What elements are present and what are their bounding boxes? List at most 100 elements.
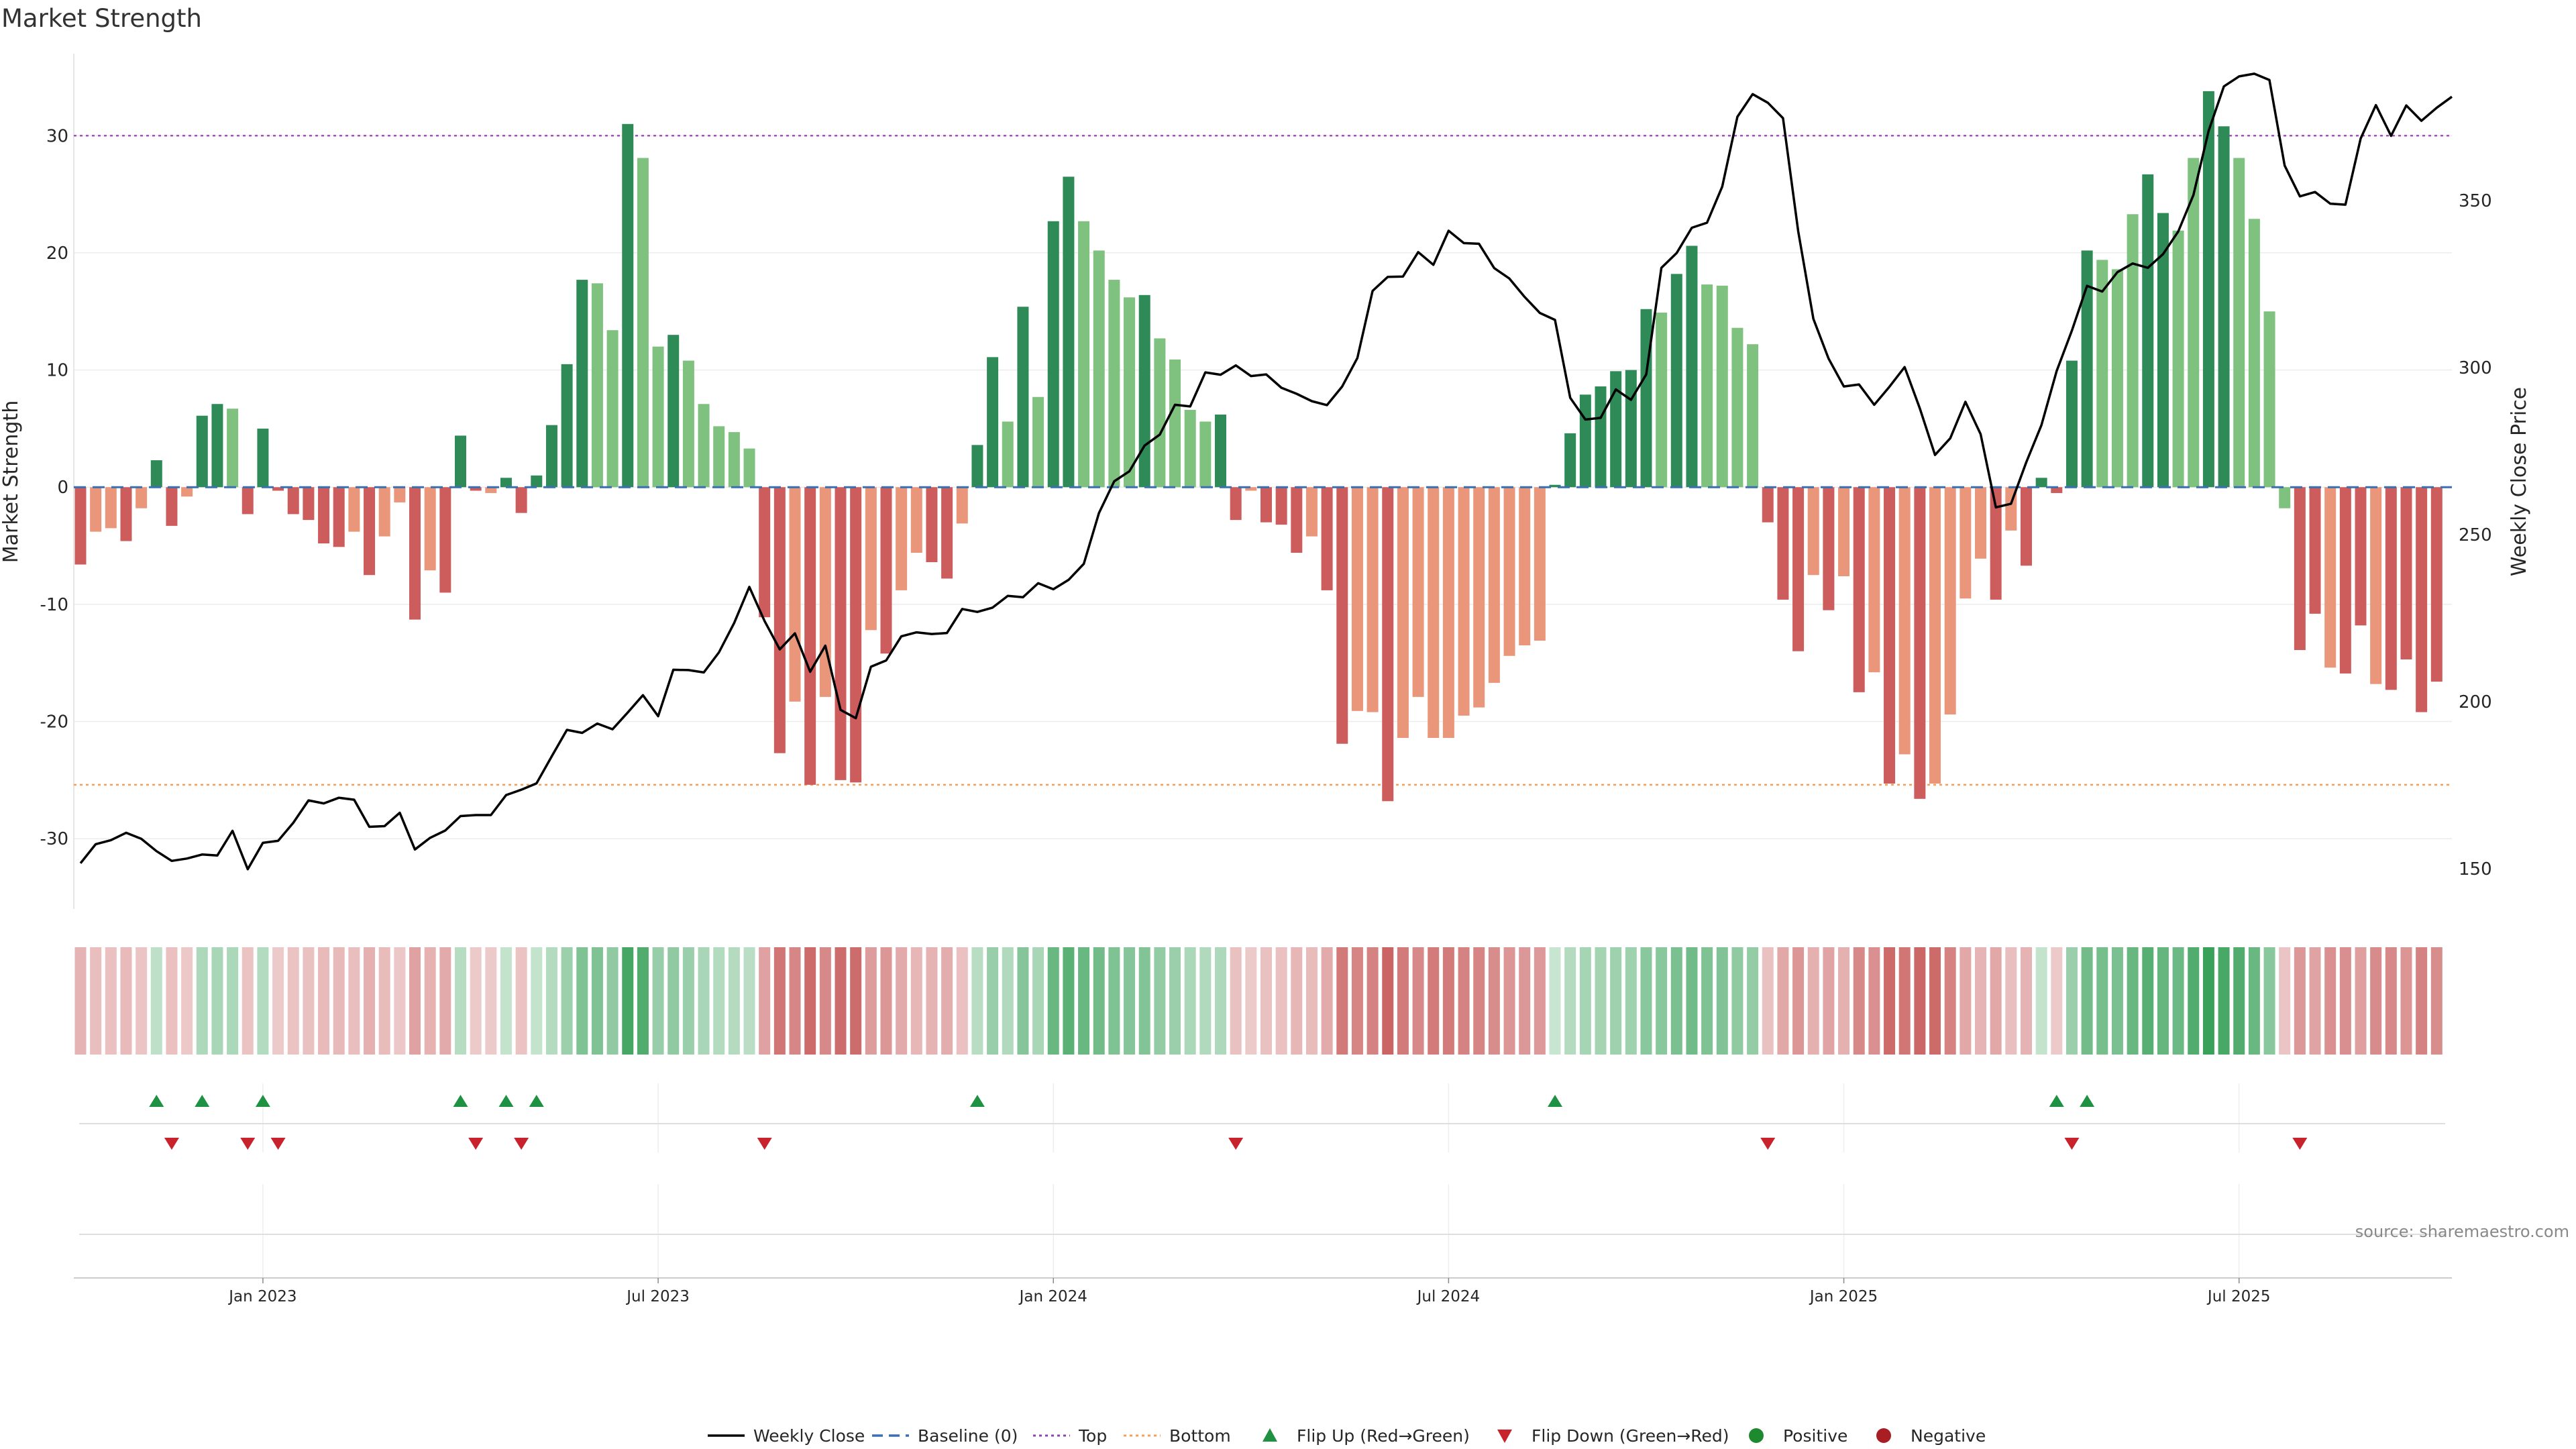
legend-label: Positive (1783, 1426, 1847, 1446)
heat-cell (394, 947, 406, 1055)
weekly-close-polyline (79, 72, 2453, 871)
strength-bar (1473, 487, 1485, 708)
strength-bar (576, 280, 588, 488)
strength-bar (2081, 250, 2093, 488)
strength-bar (2355, 487, 2367, 626)
strength-bar (1549, 484, 1561, 488)
strength-bar (819, 487, 831, 697)
heat-cell (1488, 947, 1500, 1055)
gridlines (73, 54, 2452, 909)
heat-cell (364, 947, 376, 1055)
strength-bar (987, 357, 999, 488)
strength-bar (1868, 487, 1880, 673)
heat-cell (272, 947, 284, 1055)
strength-bar (865, 487, 877, 631)
strength-bar (1701, 284, 1713, 488)
strength-bar (1944, 487, 1956, 715)
heat-cell (2400, 947, 2412, 1055)
date-tick-label: Jul 2025 (2206, 1288, 2271, 1305)
left-axis-ticks: -30 -20 -10 0 10 20 30 (40, 126, 68, 849)
strength-bar (698, 404, 710, 488)
heat-cell (880, 947, 892, 1055)
heat-cell (2233, 947, 2245, 1055)
strength-bar (1807, 487, 1819, 576)
strength-bar (1442, 487, 1454, 738)
flip-markers-panel (79, 1083, 2445, 1278)
strength-bar (1975, 487, 1986, 559)
heat-cell (1944, 947, 1956, 1055)
strength-bar (2370, 487, 2382, 684)
source-note: source: sharemaestro.com (2355, 1222, 2569, 1241)
heat-cell (743, 947, 755, 1055)
flip-down-marker (757, 1138, 772, 1150)
heat-cell (1002, 947, 1014, 1055)
heat-cell (1078, 947, 1090, 1055)
strength-bar (971, 445, 983, 488)
heat-cell (576, 947, 588, 1055)
left-tick-label: 20 (46, 244, 68, 264)
heat-cell (439, 947, 451, 1055)
strength-bar (1792, 487, 1805, 651)
strength-bar (773, 487, 786, 753)
strength-bar (1351, 487, 1363, 711)
strength-bar (1002, 421, 1014, 488)
strength-bar (333, 487, 345, 547)
threshold-lines (74, 135, 2452, 786)
strength-bar (1215, 414, 1226, 488)
heat-cell (1154, 947, 1166, 1055)
strength-bar (2233, 158, 2245, 488)
legend-swatch (1876, 1428, 1891, 1443)
heat-cell (789, 947, 801, 1055)
strength-bar (1245, 487, 1257, 491)
heat-cell (2370, 947, 2382, 1055)
heat-cell (637, 947, 649, 1055)
heat-cell (606, 947, 619, 1055)
strength-bar (804, 487, 816, 785)
strength-bar (1488, 487, 1500, 683)
heat-cell (1047, 947, 1059, 1055)
heat-cell (2035, 947, 2047, 1055)
heat-cell (2416, 947, 2428, 1055)
left-tick-label: 0 (57, 478, 68, 498)
left-tick-label: -30 (40, 829, 68, 849)
strength-bar (485, 487, 497, 493)
heat-cell (1929, 947, 1941, 1055)
strength-bar (2096, 260, 2108, 488)
strength-bar (2157, 213, 2169, 488)
heat-cell (1336, 947, 1348, 1055)
heat-cell (1686, 947, 1698, 1055)
flip-down-marker (1760, 1138, 1776, 1150)
heat-cell (1138, 947, 1150, 1055)
heat-cell (2202, 947, 2214, 1055)
strength-bar (2309, 487, 2321, 614)
strength-bar (2248, 219, 2260, 488)
strength-bar (1305, 487, 1318, 537)
heat-cell (2294, 947, 2306, 1055)
heat-cell (1017, 947, 1029, 1055)
strength-bar (1670, 274, 1682, 488)
strength-bar (652, 346, 664, 488)
strength-bar (74, 487, 87, 565)
strength-bar (105, 487, 117, 529)
strength-bar (1853, 487, 1865, 692)
strength-bar (1199, 421, 1212, 488)
heat-cell (1579, 947, 1591, 1055)
strength-bar (1397, 487, 1409, 738)
strength-bar (1656, 312, 1668, 488)
date-tick-label: Jul 2024 (1416, 1288, 1481, 1305)
heat-cell (2065, 947, 2078, 1055)
heat-cell (561, 947, 573, 1055)
heat-cell (515, 947, 527, 1055)
strength-bar (1124, 297, 1136, 488)
heat-cell (303, 947, 315, 1055)
strength-bar (1686, 246, 1698, 488)
heat-cell (150, 947, 162, 1055)
heat-cell (2309, 947, 2321, 1055)
strength-bar (2294, 487, 2306, 651)
strength-bar (1838, 487, 1850, 576)
strength-bar (2111, 269, 2123, 488)
heat-cell (1442, 947, 1454, 1055)
heat-cell (667, 947, 680, 1055)
strength-bar (150, 460, 162, 488)
